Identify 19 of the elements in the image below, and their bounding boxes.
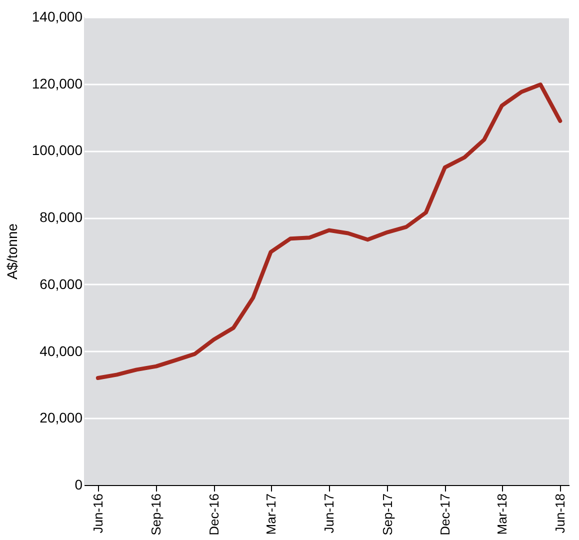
y-tick-label: 0 <box>74 476 83 492</box>
x-tick-label: Mar-17 <box>263 494 278 535</box>
x-tick-label: Jun-17 <box>322 494 337 534</box>
x-tick-label: Jun-16 <box>90 494 106 534</box>
y-axis-title: A$/tonne <box>4 223 20 280</box>
line-series <box>96 82 562 380</box>
x-tick-label: Dec-16 <box>206 494 222 536</box>
x-tick-label: Jun-18 <box>552 494 568 534</box>
y-tick-label: 140,000 <box>32 8 83 24</box>
x-tick-label: Mar-18 <box>494 494 510 535</box>
y-tick-label: 60,000 <box>40 276 83 292</box>
y-tick-label: 80,000 <box>40 209 83 226</box>
y-tick-label: 40,000 <box>40 342 83 359</box>
y-tick-label: 100,000 <box>32 142 83 158</box>
x-tick-label: Dec-17 <box>437 494 452 536</box>
y-tick-label: 20,000 <box>40 410 83 426</box>
y-tick-label: 120,000 <box>32 75 83 92</box>
x-tick-label: Sep-16 <box>148 494 164 536</box>
x-tick-label: Sep-17 <box>380 494 395 536</box>
